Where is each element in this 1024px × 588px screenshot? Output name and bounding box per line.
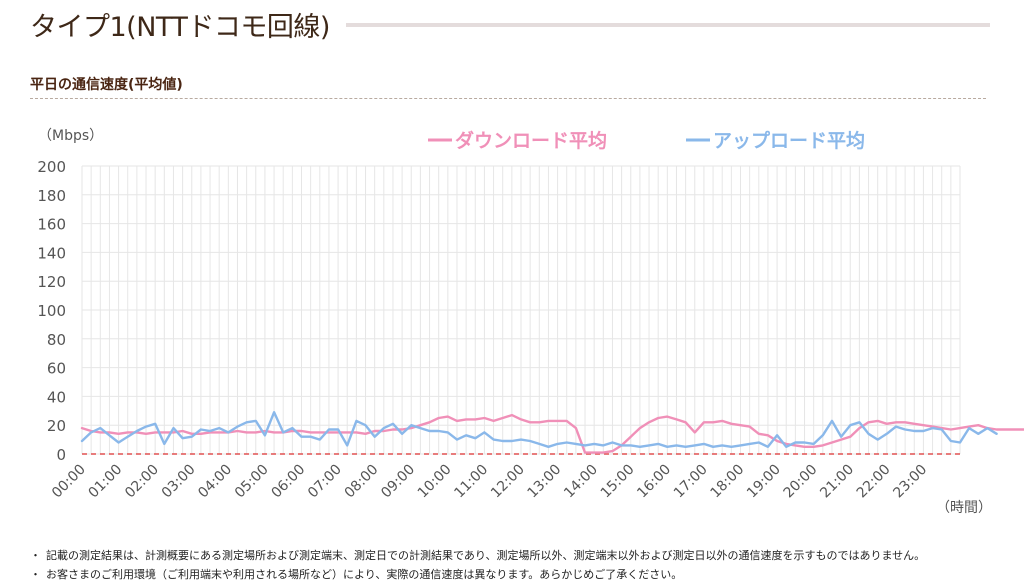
upload-series-line: [80, 411, 998, 448]
y-tick-label: 200: [37, 158, 66, 176]
y-tick-label: 140: [37, 244, 66, 262]
y-axis-label: （Mbps）: [38, 128, 103, 144]
x-tick-label: 18:00: [707, 462, 747, 502]
x-tick-label: 08:00: [342, 462, 382, 502]
x-tick-label: 09:00: [378, 462, 418, 502]
download-series-line: [80, 413, 1024, 454]
x-tick-label: 11:00: [451, 462, 491, 502]
x-tick-label: 03:00: [159, 462, 199, 502]
footnote-text: お客さまのご利用環境（ご利用端末や利用される場所など）により、実際の通信速度は異…: [46, 568, 683, 581]
page-title: タイプ1(NTTドコモ回線): [30, 11, 330, 43]
x-tick-label: 16:00: [634, 462, 674, 502]
x-tick-label: 02:00: [122, 462, 162, 502]
speed-line-chart: 0 20 40 60 80 100 120 140 160 180 200 00:0001:0002:…: [37, 128, 1024, 516]
x-tick-label: 10:00: [415, 462, 455, 502]
x-tick-label: 17:00: [671, 462, 711, 502]
chart-legend: ダウンロード平均 アップロード平均: [428, 129, 865, 152]
x-tick-label: 20:00: [781, 462, 821, 502]
y-tick-label: 0: [56, 446, 66, 464]
y-tick-label: 80: [47, 331, 66, 349]
y-tick-label: 40: [47, 388, 66, 406]
x-tick-label: 14:00: [561, 462, 601, 502]
chart-series: [80, 411, 1024, 454]
chart-axes: 0 20 40 60 80 100 120 140 160 180 200 00:0001:0002:…: [37, 128, 992, 516]
y-tick-label: 160: [37, 216, 66, 234]
section-title: 平日の通信速度(平均値): [30, 77, 183, 93]
footnote: ・記載の測定結果は、計測概要にある測定場所および測定端末、測定日での計測結果であ…: [30, 546, 925, 565]
x-tick-label: 21:00: [817, 462, 857, 502]
footnote-bullet: ・: [30, 549, 41, 562]
x-tick-label: 12:00: [488, 462, 528, 502]
x-tick-label: 05:00: [232, 462, 272, 502]
legend-label-download: ダウンロード平均: [455, 129, 607, 152]
x-axis-label: （時間）: [936, 500, 992, 516]
section-divider: [30, 98, 986, 99]
heading-divider: [345, 23, 990, 27]
footnotes: ・記載の測定結果は、計測概要にある測定場所および測定端末、測定日での計測結果であ…: [30, 546, 925, 584]
page-heading: タイプ1(NTTドコモ回線): [30, 4, 990, 44]
x-tick-label: 19:00: [744, 462, 784, 502]
x-tick-label: 07:00: [305, 462, 345, 502]
x-tick-label: 13:00: [525, 462, 565, 502]
legend-label-upload: アップロード平均: [713, 129, 865, 152]
y-tick-label: 120: [37, 273, 66, 291]
x-tick-label: 22:00: [854, 462, 894, 502]
footnote-text: 記載の測定結果は、計測概要にある測定場所および測定端末、測定日での計測結果であり…: [46, 549, 926, 562]
x-tick-label: 00:00: [49, 462, 89, 502]
footnote: ・お客さまのご利用環境（ご利用端末や利用される場所など）により、実際の通信速度は…: [30, 565, 925, 584]
chart-grid: [81, 165, 961, 455]
x-tick-label: 23:00: [890, 462, 930, 502]
y-tick-label: 60: [47, 360, 66, 378]
y-tick-label: 20: [47, 417, 66, 435]
y-tick-label: 180: [37, 187, 66, 205]
x-tick-label: 01:00: [86, 462, 126, 502]
x-tick-label: 06:00: [268, 462, 308, 502]
y-tick-label: 100: [37, 302, 66, 320]
footnote-bullet: ・: [30, 568, 41, 581]
x-tick-label: 04:00: [195, 462, 235, 502]
x-tick-label: 15:00: [598, 462, 638, 502]
